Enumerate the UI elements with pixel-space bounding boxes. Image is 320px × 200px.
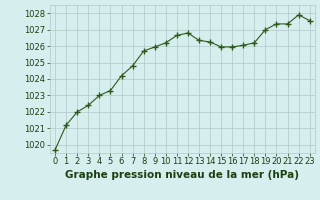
X-axis label: Graphe pression niveau de la mer (hPa): Graphe pression niveau de la mer (hPa) [65, 170, 300, 180]
